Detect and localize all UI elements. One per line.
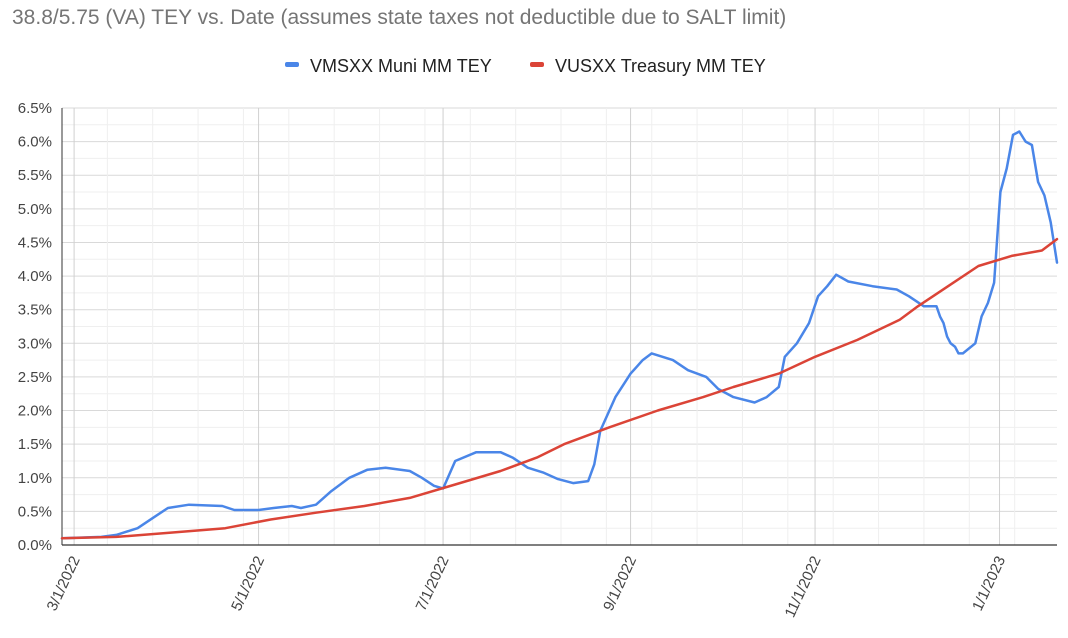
legend-label: VUSXX Treasury MM TEY — [555, 56, 766, 76]
axes — [61, 108, 1057, 546]
gridlines — [61, 107, 1057, 545]
x-tick-label: 9/1/2022 — [600, 554, 640, 614]
legend-swatch — [285, 62, 299, 67]
y-tick-label: 1.0% — [18, 470, 52, 487]
series-line-vmsxx — [60, 130, 1059, 540]
series-lines — [60, 130, 1059, 540]
y-tick-label: 5.5% — [18, 167, 52, 184]
y-tick-label: 4.5% — [18, 234, 52, 251]
x-tick-label: 5/1/2022 — [228, 554, 268, 614]
y-tick-label: 2.5% — [18, 369, 52, 386]
legend-label: VMSXX Muni MM TEY — [310, 56, 492, 76]
y-tick-labels: 0.0% 0.5% 1.0% 1.5% 2.0% 2.5% 3.0% 3.5% 4.0% 4.5%… — [18, 100, 52, 554]
y-tick-label: 1.5% — [18, 436, 52, 453]
x-tick-label: 1/1/2023 — [969, 554, 1009, 614]
y-tick-label: 6.0% — [18, 134, 52, 151]
y-tick-label: 0.5% — [18, 503, 52, 520]
legend: VMSXX Muni MM TEY VUSXX Treasury MM TEY — [285, 56, 766, 76]
legend-swatch — [530, 62, 544, 67]
y-tick-label: 4.0% — [18, 268, 52, 285]
x-tick-label: 11/1/2022 — [782, 554, 825, 621]
series-line-vusxx — [60, 237, 1059, 540]
y-tick-label: 5.0% — [18, 201, 52, 218]
y-tick-label: 3.5% — [18, 302, 52, 319]
y-tick-label: 3.0% — [18, 335, 52, 352]
chart-title: 38.8/5.75 (VA) TEY vs. Date (assumes sta… — [12, 6, 787, 29]
x-tick-label: 3/1/2022 — [44, 554, 84, 614]
y-tick-label: 2.0% — [18, 403, 52, 420]
x-tick-labels: 3/1/2022 5/1/2022 7/1/2022 9/1/2022 11/1/202… — [44, 554, 1010, 621]
y-tick-label: 0.0% — [18, 537, 52, 554]
x-tick-label: 7/1/2022 — [413, 554, 453, 614]
y-tick-label: 6.5% — [18, 100, 52, 117]
